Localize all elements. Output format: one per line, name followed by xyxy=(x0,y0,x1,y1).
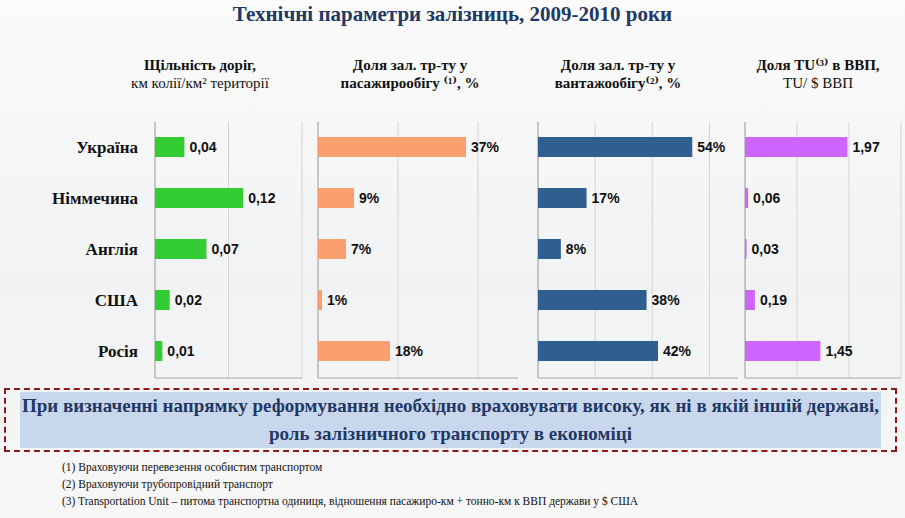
main-title: Технічні параметри залізниць, 2009-2010 … xyxy=(0,2,905,27)
grid-line xyxy=(595,122,596,378)
data-label: 8% xyxy=(566,241,587,257)
data-label: 0,12 xyxy=(248,190,275,206)
axis-line xyxy=(318,378,518,379)
category-label: США xyxy=(95,291,139,310)
bar xyxy=(745,341,820,361)
axis-line xyxy=(155,378,302,379)
data-label: 42% xyxy=(663,343,692,359)
bar xyxy=(318,239,346,259)
data-label: 37% xyxy=(471,139,500,155)
bar xyxy=(318,137,466,157)
bar xyxy=(538,290,647,310)
panel-title-block: Доля зал. тр-ту у вантажообігу⁽²⁾, % xyxy=(516,56,721,92)
bar xyxy=(745,137,847,157)
panel-subtitle: км колії/км² території xyxy=(95,74,305,92)
bars xyxy=(318,137,466,361)
grid-line xyxy=(709,122,710,378)
bar xyxy=(155,239,206,259)
bar xyxy=(538,188,587,208)
grid-line xyxy=(849,122,850,378)
footnote: (2) Враховуючи трубопровідний транспорт xyxy=(62,478,273,490)
stage: Технічні параметри залізниць, 2009-2010 … xyxy=(0,0,905,518)
grid-line xyxy=(302,122,303,378)
category-label: Росія xyxy=(98,342,138,361)
bar xyxy=(745,290,755,310)
bar xyxy=(318,341,390,361)
data-label: 0,02 xyxy=(175,292,202,308)
bars xyxy=(155,137,243,361)
data-label: 17% xyxy=(592,190,621,206)
bar xyxy=(745,188,748,208)
bar xyxy=(318,290,322,310)
data-label: 0,07 xyxy=(211,241,238,257)
grid-line xyxy=(901,122,902,378)
note-box: При визначенні напрямку реформування нео… xyxy=(4,388,897,452)
data-label: 9% xyxy=(359,190,380,206)
axis-line xyxy=(538,378,738,379)
data-label: 0,03 xyxy=(752,241,779,257)
category-label: Англія xyxy=(86,240,138,259)
category-label: Німмечина xyxy=(52,189,138,208)
axis-line xyxy=(745,378,901,379)
grid-line xyxy=(478,122,479,378)
panel-title-block: Щільність доріг,км колії/км² території xyxy=(95,56,305,92)
panel-title: Щільність доріг, xyxy=(144,57,256,73)
data-label: 18% xyxy=(395,343,424,359)
bar xyxy=(318,188,354,208)
panel-title-block: Доля TU⁽³⁾ в ВВП,TU/ $ ВВП xyxy=(733,56,903,92)
data-label: 7% xyxy=(351,241,372,257)
grid-line xyxy=(398,122,399,378)
panel-subtitle: TU/ $ ВВП xyxy=(733,74,903,92)
data-label: 0,04 xyxy=(189,139,216,155)
bar xyxy=(155,137,184,157)
bar xyxy=(155,341,162,361)
bar xyxy=(538,341,658,361)
data-label: 1,97 xyxy=(852,139,879,155)
bar xyxy=(538,239,561,259)
data-label: 54% xyxy=(697,139,726,155)
note-text: При визначенні напрямку реформування нео… xyxy=(20,392,881,447)
data-label: 1% xyxy=(327,292,348,308)
data-label: 1,45 xyxy=(825,343,852,359)
panel-title: Доля зал. тр-ту у пасажирообігу ⁽¹⁾, % xyxy=(340,57,479,91)
data-label: 38% xyxy=(652,292,681,308)
bar xyxy=(745,239,747,259)
bars xyxy=(745,137,847,361)
data-label: 0,19 xyxy=(760,292,787,308)
footnote: (1) Враховуючи перевезення особистим тра… xyxy=(62,461,322,473)
panel-title: Доля TU⁽³⁾ в ВВП, xyxy=(756,57,879,73)
bar xyxy=(538,137,692,157)
data-label: 0,06 xyxy=(753,190,780,206)
data-label: 0,01 xyxy=(167,343,194,359)
bars xyxy=(538,137,692,361)
bar xyxy=(155,290,170,310)
panel-title-block: Доля зал. тр-ту у пасажирообігу ⁽¹⁾, % xyxy=(308,56,513,92)
bar xyxy=(155,188,243,208)
footnote: (3) Transportation Unit – питома транспо… xyxy=(62,495,638,507)
category-label: Україна xyxy=(76,138,138,157)
panel-title: Доля зал. тр-ту у вантажообігу⁽²⁾, % xyxy=(555,57,682,91)
grid-line xyxy=(797,122,798,378)
grid-line xyxy=(652,122,653,378)
